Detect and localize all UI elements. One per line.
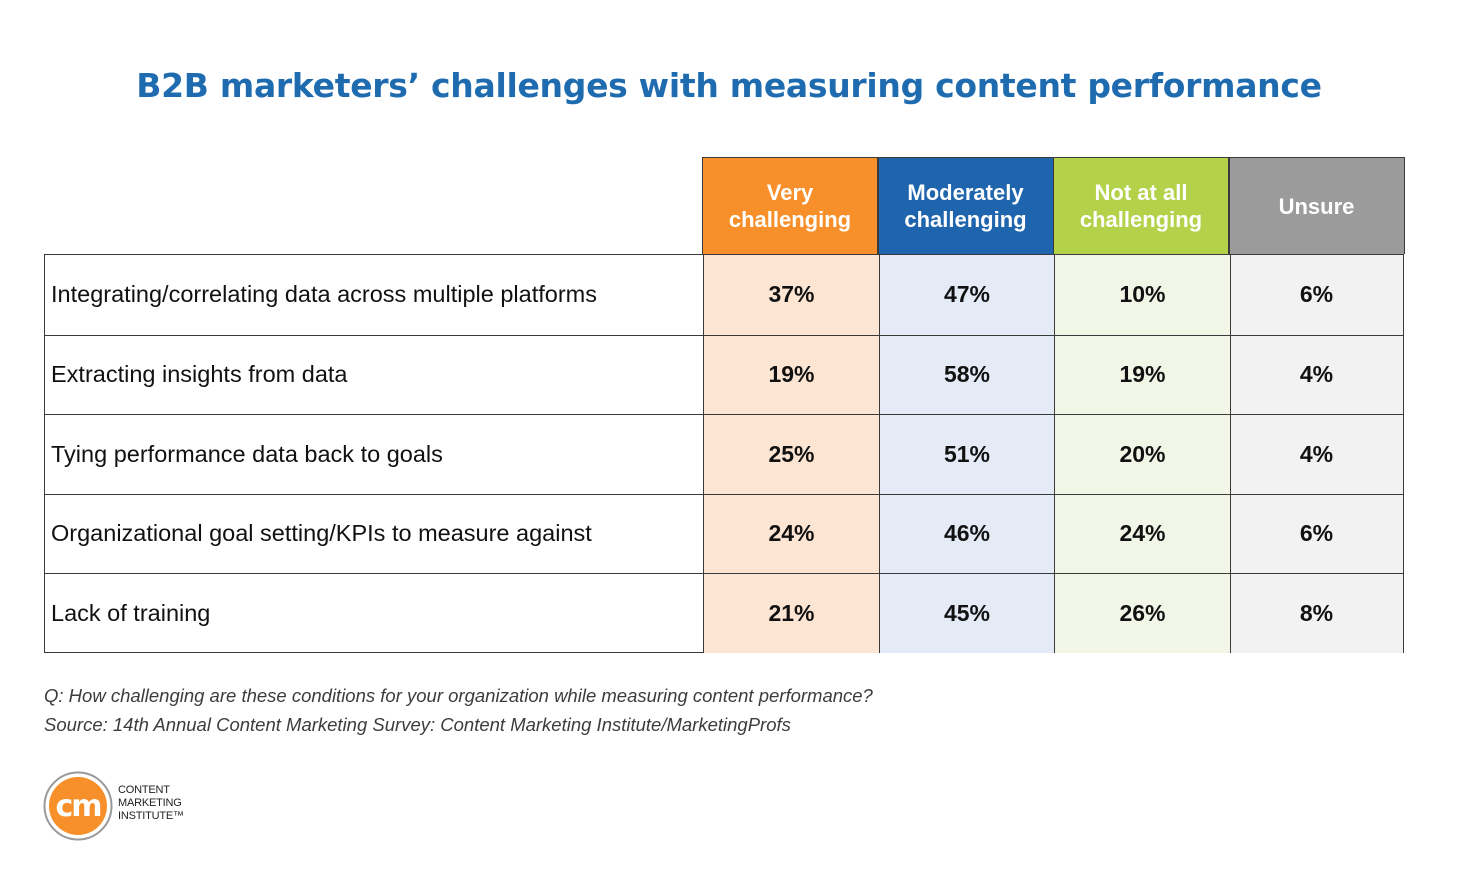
value-very-challenging: 37% [703, 255, 879, 335]
logo-line: CONTENT [118, 784, 170, 796]
value-moderately-challenging: 47% [878, 255, 1055, 335]
value-not-at-all-challenging: 10% [1054, 255, 1230, 335]
cmi-logo-icon: cm [43, 771, 113, 841]
value-not-at-all-challenging: 26% [1054, 574, 1230, 653]
row-label: Tying performance data back to goals [51, 440, 443, 467]
table-row: Tying performance data back to goals 25%… [45, 414, 1403, 494]
table-row: Lack of training 21% 45% 26% 8% [45, 573, 1403, 653]
logo-wordmark: CONTENT MARKETING INSTITUTE™ [118, 784, 184, 823]
value-very-challenging: 19% [703, 335, 879, 414]
logo-line: INSTITUTE™ [118, 810, 184, 822]
value-moderately-challenging: 45% [878, 574, 1055, 653]
column-header-unsure: Unsure [1228, 157, 1405, 254]
value-not-at-all-challenging: 20% [1054, 415, 1230, 494]
table-body: Integrating/correlating data across mult… [44, 254, 1404, 653]
chart-title: B2B marketers’ challenges with measuring… [136, 66, 1322, 105]
logo-mark: cm [55, 789, 100, 824]
value-not-at-all-challenging: 24% [1054, 494, 1230, 573]
value-moderately-challenging: 51% [878, 415, 1055, 494]
table-row: Organizational goal setting/KPIs to meas… [45, 493, 1403, 573]
value-unsure: 6% [1229, 255, 1403, 335]
question-footnote: Q: How challenging are these conditions … [44, 685, 873, 706]
column-header-not-at-all-challenging: Not at all challenging [1053, 157, 1229, 254]
column-header-moderately-challenging: Moderately challenging [877, 157, 1054, 254]
value-not-at-all-challenging: 19% [1054, 335, 1230, 414]
value-very-challenging: 25% [703, 415, 879, 494]
row-label: Organizational goal setting/KPIs to meas… [51, 520, 592, 547]
value-unsure: 8% [1229, 574, 1403, 653]
logo-line: MARKETING [118, 797, 182, 809]
value-unsure: 4% [1229, 335, 1403, 414]
table-row: Extracting insights from data 19% 58% 19… [45, 334, 1403, 414]
value-unsure: 6% [1229, 494, 1403, 573]
row-label: Lack of training [51, 599, 211, 626]
value-moderately-challenging: 46% [878, 494, 1055, 573]
data-table: Very challenging Moderately challenging … [44, 157, 1405, 653]
value-unsure: 4% [1229, 415, 1403, 494]
row-label: Integrating/correlating data across mult… [51, 281, 597, 308]
column-header-very-challenging: Very challenging [702, 157, 878, 254]
row-label: Extracting insights from data [51, 361, 348, 388]
table-row: Integrating/correlating data across mult… [45, 255, 1403, 335]
value-moderately-challenging: 58% [878, 335, 1055, 414]
value-very-challenging: 24% [703, 494, 879, 573]
source-footnote: Source: 14th Annual Content Marketing Su… [44, 714, 791, 735]
value-very-challenging: 21% [703, 574, 879, 653]
